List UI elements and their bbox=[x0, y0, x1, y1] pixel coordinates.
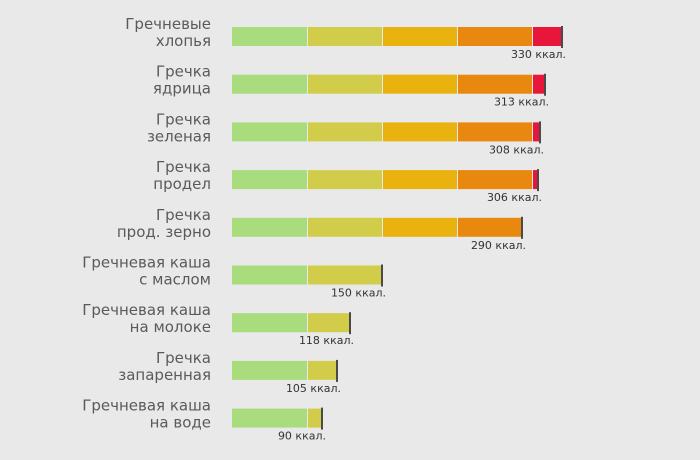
bar-segment bbox=[232, 27, 307, 46]
bar-segment bbox=[383, 122, 457, 142]
bar-segment bbox=[458, 74, 532, 94]
bar-end-marker bbox=[521, 216, 523, 239]
category-label: хлопья bbox=[156, 32, 211, 50]
value-label: 308 ккал. bbox=[489, 143, 544, 156]
category-label: Гречневые bbox=[125, 15, 211, 33]
value-label: 306 ккал. bbox=[487, 191, 542, 204]
category-label: Гречка bbox=[156, 110, 211, 128]
value-label: 118 ккал. bbox=[299, 334, 354, 347]
category-label: с маслом bbox=[139, 271, 211, 289]
bar-end-marker bbox=[544, 73, 546, 96]
bar-segment bbox=[308, 74, 382, 94]
bar-segment bbox=[533, 27, 562, 46]
value-label: 313 ккал. bbox=[494, 96, 549, 109]
bar-end-marker bbox=[349, 312, 351, 335]
bar-end-marker bbox=[561, 26, 563, 48]
bar-segment bbox=[232, 122, 307, 142]
bar-segment bbox=[458, 217, 522, 237]
bar-segment bbox=[308, 170, 382, 190]
category-label: Гречневая каша bbox=[82, 254, 211, 272]
category-label: на молоке bbox=[130, 318, 211, 336]
bar-segment bbox=[308, 122, 382, 142]
bar-end-marker bbox=[537, 169, 539, 192]
bar-end-marker bbox=[381, 264, 383, 287]
category-label: на воде bbox=[150, 414, 211, 432]
value-label: 105 ккал. bbox=[286, 382, 341, 395]
bar-segment bbox=[383, 217, 457, 237]
value-label: 150 ккал. bbox=[331, 287, 386, 300]
category-label: запаренная bbox=[118, 366, 211, 384]
bar-segment bbox=[232, 360, 307, 380]
bar-end-marker bbox=[336, 359, 338, 382]
bar-segment bbox=[232, 217, 307, 237]
category-label: прод. зерно bbox=[117, 223, 211, 241]
bar-segment bbox=[308, 265, 382, 285]
bar-segment bbox=[308, 217, 382, 237]
bar-segment bbox=[458, 122, 532, 142]
bar-segment bbox=[533, 170, 538, 190]
bar-end-marker bbox=[539, 121, 541, 144]
bar-segment bbox=[232, 408, 307, 428]
bar-segment bbox=[232, 74, 307, 94]
category-label: Гречка bbox=[156, 349, 211, 367]
category-label: Гречка bbox=[156, 158, 211, 176]
bar-segment bbox=[383, 27, 457, 46]
value-label: 290 ккал. bbox=[471, 239, 526, 252]
bar-segment bbox=[308, 313, 350, 333]
category-label: ядрица bbox=[153, 80, 211, 98]
bar-segment bbox=[308, 408, 322, 428]
bar-segment bbox=[383, 74, 457, 94]
category-label: зеленая bbox=[147, 127, 211, 145]
category-label: Гречневая каша bbox=[82, 397, 211, 415]
bars-layer bbox=[232, 26, 563, 430]
value-label: 90 ккал. bbox=[278, 430, 326, 443]
bar-segment bbox=[458, 27, 532, 46]
bar-segment bbox=[458, 170, 532, 190]
category-label: продел bbox=[153, 175, 211, 193]
category-label: Гречка bbox=[156, 206, 211, 224]
bar-segment bbox=[232, 170, 307, 190]
category-label: Гречка bbox=[156, 63, 211, 81]
bar-end-marker bbox=[321, 407, 323, 430]
bar-segment bbox=[308, 27, 382, 46]
bar-segment bbox=[232, 313, 307, 333]
category-label: Гречневая каша bbox=[82, 301, 211, 319]
bar-segment bbox=[383, 170, 457, 190]
bar-segment bbox=[308, 360, 337, 380]
bar-segment bbox=[232, 265, 307, 285]
bar-segment bbox=[533, 74, 545, 94]
bar-segment bbox=[533, 122, 540, 142]
value-label: 330 ккал. bbox=[511, 48, 566, 61]
